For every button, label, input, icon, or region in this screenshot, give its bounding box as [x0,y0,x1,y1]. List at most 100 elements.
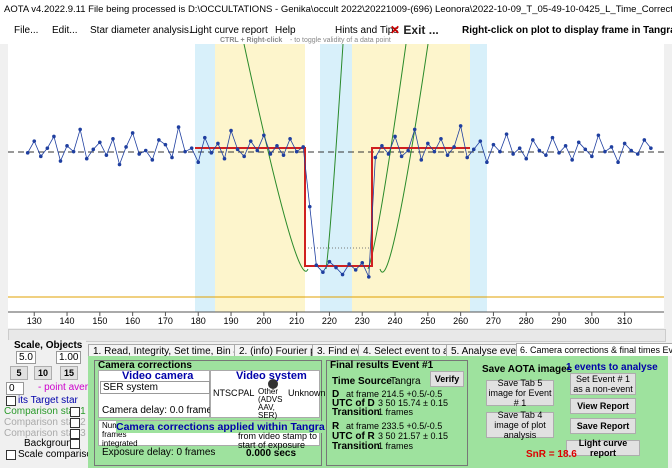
data-point [45,146,50,150]
utc-d: 3 50 15.74 ± 0.15 [378,398,448,408]
average-select[interactable]: 0 [6,382,24,395]
menu-item[interactable]: Star diameter analysis... [90,25,198,36]
checkbox[interactable] [6,396,16,406]
save-tab4-button[interactable]: Save Tab 4 image of plot analysis [486,410,554,440]
checkbox[interactable] [6,450,16,460]
scrollbar[interactable] [8,329,666,342]
r-transition: 1 frames [378,441,414,451]
data-point [478,139,483,143]
checkbox[interactable] [70,439,80,449]
band [470,44,487,312]
data-point [353,268,358,272]
data-point [491,142,496,147]
data-point [386,152,391,156]
data-point [137,152,141,156]
data-point [432,149,437,154]
camera-delay: Camera delay: 0.0 frames [102,405,218,416]
scale-input[interactable]: 5.0 [16,351,36,364]
data-point [439,136,443,141]
data-point [189,146,194,150]
object-label: Comparison star 2 [4,417,86,428]
data-point [268,152,273,156]
model-curve [243,44,429,273]
x-tick-label: 300 [584,316,599,326]
factor-input[interactable]: 1.00 [56,351,82,364]
object-label: Background [24,438,78,449]
data-point [498,149,502,154]
data-point [576,140,581,145]
radio-label[interactable]: Other (ADVS AAV, SER) [258,387,283,420]
data-point [143,148,148,153]
data-point [340,272,345,277]
lc-report-button[interactable]: Light curve report [566,438,640,458]
light-curve-plot[interactable]: 130 140 150 160 170 180 190 200 210 220 230 240 250 2… [8,44,664,328]
num-frames-label: Num frames integrated [102,421,138,448]
data-point [380,144,384,148]
x-tick-label: 230 [355,316,370,326]
scale-button[interactable]: 5 [10,366,28,380]
exit-label[interactable]: Exit ... [403,23,439,37]
x-tick-label: 240 [388,316,403,326]
data-point [590,154,594,159]
data-point [98,140,102,145]
data-point [111,136,115,141]
data-point [616,160,620,165]
non-event-button[interactable]: Set Event # 1 as a non-event [570,373,636,395]
verify-button[interactable]: Verify [430,371,464,387]
plot-hint: Right-click on plot to display frame in … [462,25,672,36]
menu-item[interactable]: Hints and Tips [335,25,399,36]
label: D [332,389,340,400]
menu-item[interactable]: Edit... [52,25,78,36]
checkbox[interactable] [70,407,80,417]
results-heading: Final results [330,360,389,371]
x-tick-label: 140 [60,316,75,326]
results-event: Event #1 [392,360,434,371]
data-point [65,144,69,148]
menu-item[interactable]: Light curve report [190,25,268,36]
x-tick-label: 290 [552,316,567,326]
data-point [203,135,207,140]
data-point [471,147,476,152]
label: UTC of R [332,431,375,442]
menu-item[interactable]: File... [14,25,39,36]
radio-label[interactable]: NTSC [213,388,238,398]
average-label: - point average [38,382,105,393]
view-report-button[interactable]: View Report [570,398,636,414]
menu-item[interactable]: ✕ Exit ... [390,23,439,37]
video-system-label: Video system [236,370,307,382]
data-point [406,148,410,153]
data-point [399,154,404,159]
camera-select[interactable]: SER system [100,381,210,394]
x-tick-label: 200 [256,316,271,326]
data-point [84,156,89,161]
scale-button[interactable]: 15 [60,366,78,380]
menu-bar [0,20,672,44]
band [195,44,215,312]
checkbox[interactable] [70,429,80,439]
data-point [235,147,240,152]
band [320,44,352,312]
light-curve [27,124,652,278]
tab-active[interactable]: 6. Camera corrections & final times Even… [516,343,672,356]
save-report-button[interactable]: Save Report [570,418,636,434]
x-tick-label: 280 [519,316,534,326]
data-point [71,149,76,154]
data-point [531,138,535,142]
data-point [150,158,155,162]
data-point [314,263,319,267]
label: Time Source : [332,376,398,387]
menu-item[interactable]: Help [275,25,296,36]
scale-button[interactable]: 10 [34,366,52,380]
data-point [32,139,37,143]
data-point [281,153,286,157]
save-tab5-button[interactable]: Save Tab 5 image for Event # 1 [486,378,554,408]
band [215,44,305,312]
checkbox[interactable] [70,418,80,428]
radio-label[interactable]: Unknown [288,388,326,398]
data-point [170,155,174,160]
radio-label[interactable]: PAL [238,388,255,398]
radio-selected[interactable] [268,379,278,389]
d-transition: 1 frames [378,407,414,417]
data-point [294,149,299,154]
camera-group [94,360,322,466]
